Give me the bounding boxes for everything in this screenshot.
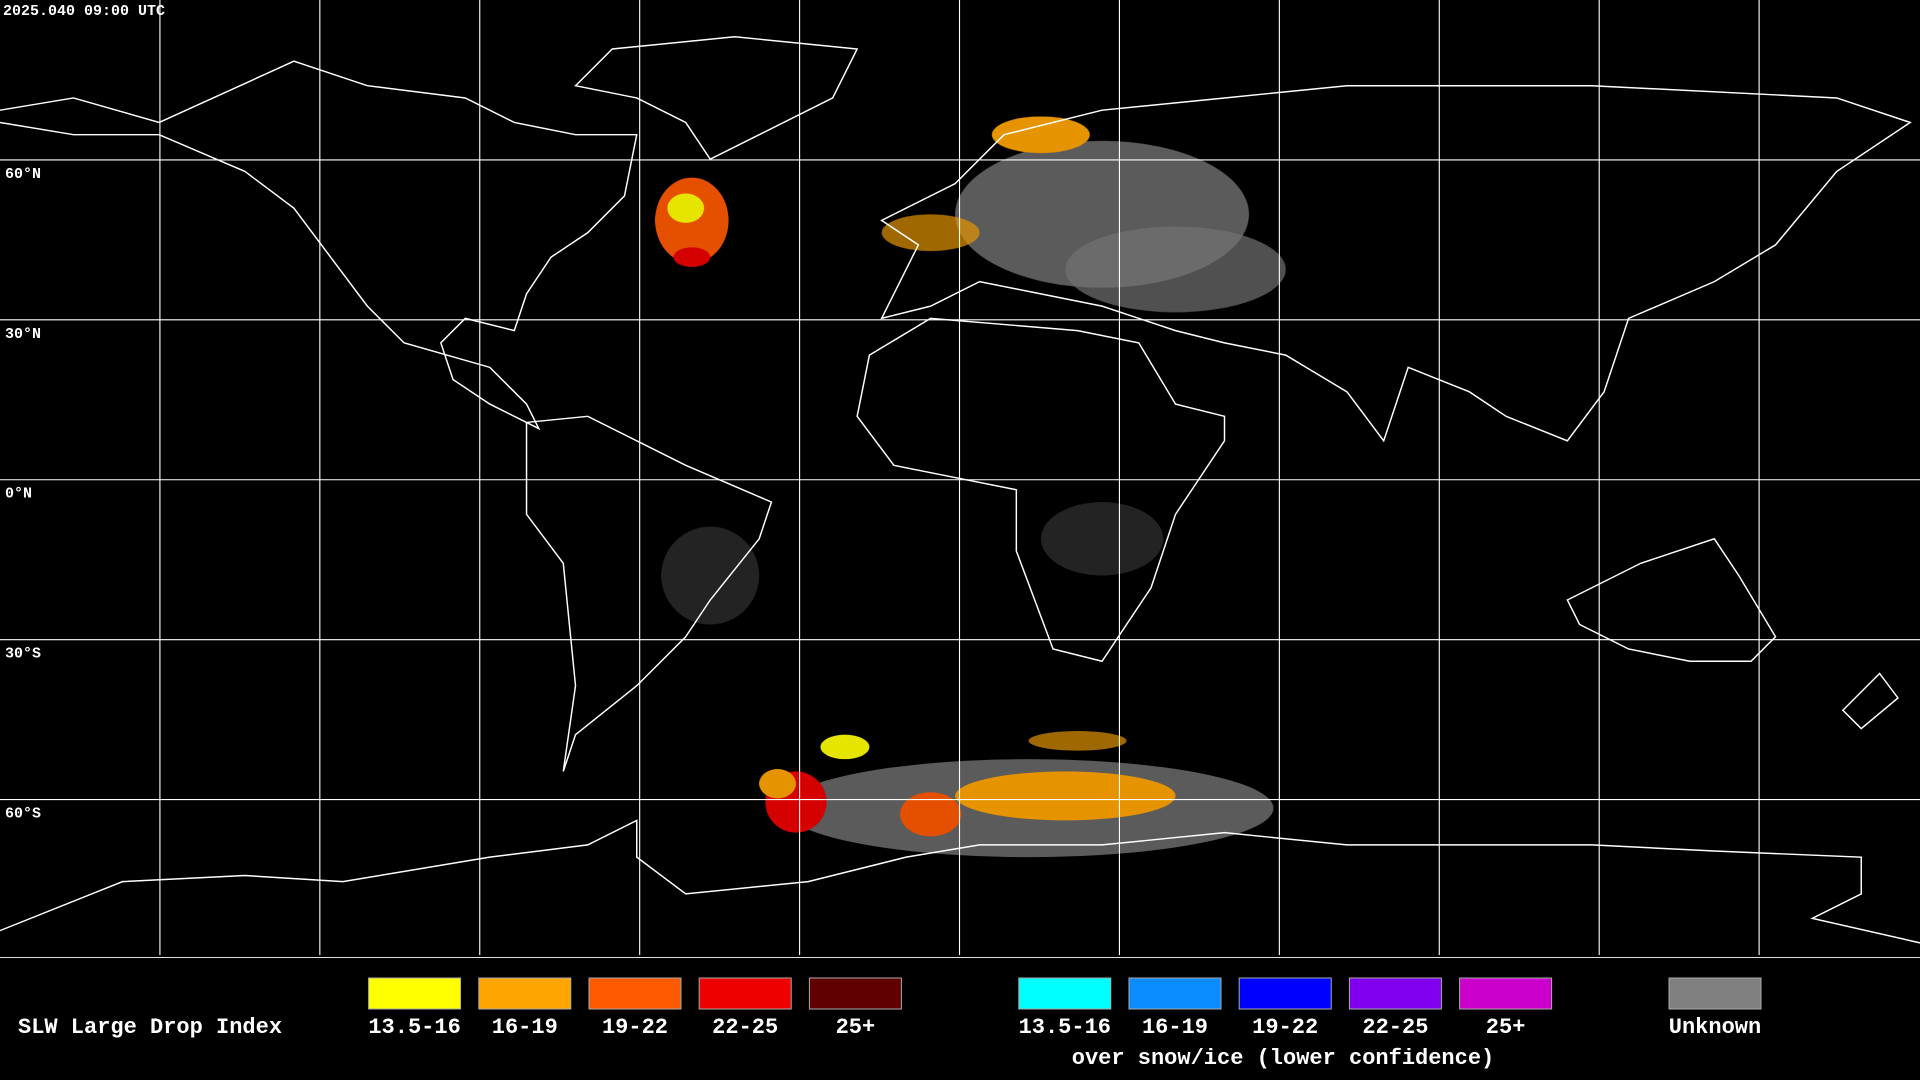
latitude-labels: 60°N 30°N 0°N 30°S 60°S (5, 166, 41, 823)
legend-label: 19-22 (1252, 1015, 1318, 1040)
legend-label: 22-25 (1362, 1015, 1428, 1040)
legend-swatch (1238, 977, 1332, 1010)
legend-swatch (368, 977, 462, 1010)
legend-swatch (1018, 977, 1112, 1010)
legend-title: SLW Large Drop Index (18, 1015, 282, 1040)
legend-swatch (1668, 977, 1762, 1010)
coastlines (0, 35, 1920, 944)
legend-label: 13.5-16 (1019, 1015, 1111, 1040)
latitude-label: 30°N (5, 326, 41, 343)
legend-label: Unknown (1669, 1015, 1761, 1040)
latitude-label: 60°N (5, 166, 41, 183)
legend-label: 19-22 (602, 1015, 668, 1040)
graticule (0, 0, 1920, 956)
legend-swatch (698, 977, 792, 1010)
data-blobs (655, 116, 1286, 858)
legend-label: 22-25 (712, 1015, 778, 1040)
legend-panel (0, 955, 1920, 1080)
legend: 13.5-16 16-19 19-22 22-25 25+ 13.5-16 16-19 19-… (368, 977, 1762, 1040)
latitude-label: 30°S (5, 646, 41, 663)
legend-swatch (478, 977, 572, 1010)
legend-swatch (588, 977, 682, 1010)
latitude-label: 0°N (5, 486, 32, 503)
legend-label: 25+ (1486, 1015, 1526, 1040)
legend-label: 13.5-16 (368, 1015, 460, 1040)
legend-swatch (1459, 977, 1553, 1010)
timestamp: 2025.040 09:00 UTC (3, 3, 165, 20)
legend-swatch (1348, 977, 1442, 1010)
legend-label: 16-19 (1142, 1015, 1208, 1040)
legend-caption: over snow/ice (lower confidence) (1072, 1046, 1494, 1071)
legend-label: 16-19 (492, 1015, 558, 1040)
legend-swatch (808, 977, 902, 1010)
legend-label: 25+ (836, 1015, 876, 1040)
legend-swatch (1128, 977, 1222, 1010)
latitude-label: 60°S (5, 806, 41, 823)
